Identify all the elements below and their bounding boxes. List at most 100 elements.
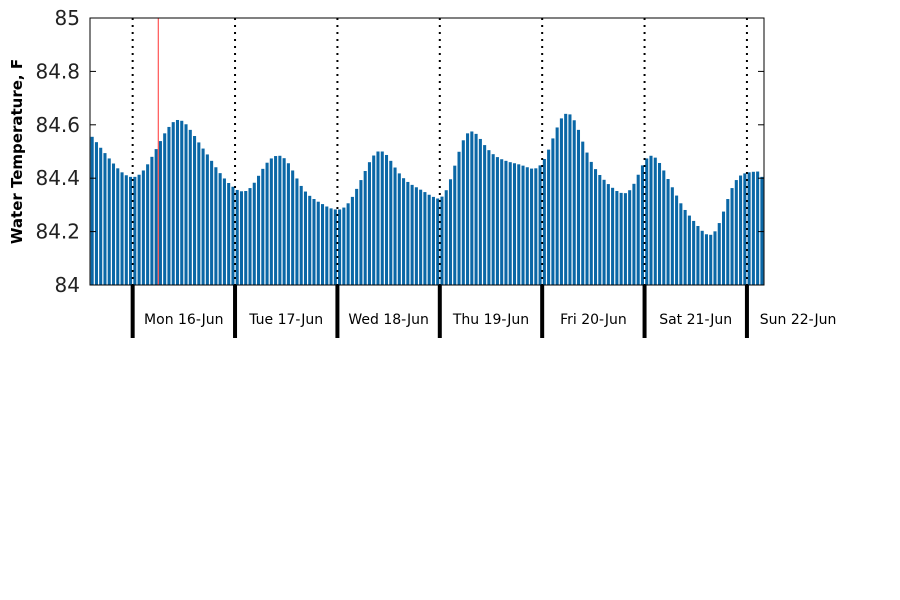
bar <box>521 165 525 285</box>
bar <box>517 164 521 285</box>
bar <box>649 155 653 285</box>
bar <box>559 118 563 285</box>
bar <box>628 190 632 285</box>
bar <box>197 142 201 285</box>
bar <box>269 158 273 285</box>
bar <box>359 180 363 285</box>
bar <box>99 147 103 285</box>
bar <box>423 192 427 285</box>
bar <box>747 172 751 285</box>
bar <box>615 191 619 285</box>
bar <box>606 184 610 285</box>
bar <box>478 138 482 285</box>
bar <box>512 163 517 285</box>
y-axis-label: Water Temperature, F <box>8 59 26 244</box>
day-label: Sat 21-Jun <box>659 312 732 328</box>
bar <box>576 129 581 285</box>
bar <box>474 133 478 285</box>
bar <box>257 175 261 285</box>
bar <box>342 207 346 285</box>
bar <box>338 209 342 285</box>
bar <box>320 204 325 285</box>
bar <box>414 187 418 285</box>
bar <box>751 171 755 285</box>
bar <box>440 196 444 285</box>
bar <box>717 223 721 285</box>
bar <box>308 195 312 285</box>
bar <box>760 176 764 285</box>
bar <box>687 215 691 285</box>
bar <box>380 151 384 285</box>
bar <box>483 145 487 285</box>
day-label: Fri 20-Jun <box>560 312 627 328</box>
bar <box>453 165 457 285</box>
bar <box>376 151 380 285</box>
bar <box>214 167 218 285</box>
bar <box>210 160 214 285</box>
bar <box>645 158 649 285</box>
bar <box>103 153 107 285</box>
bar <box>466 133 470 285</box>
bar <box>299 185 303 285</box>
bar <box>384 154 389 285</box>
bar <box>487 150 491 285</box>
bar <box>594 169 598 285</box>
bar <box>653 157 657 285</box>
bar <box>235 189 239 285</box>
bar <box>389 160 393 285</box>
bar <box>619 192 623 285</box>
bar <box>704 234 708 285</box>
bar <box>393 167 397 285</box>
bar <box>585 152 589 285</box>
bar <box>551 138 555 285</box>
bar <box>227 183 231 285</box>
bar <box>743 173 747 285</box>
bar <box>500 159 504 285</box>
plot-frame <box>89 17 765 286</box>
bar <box>163 133 167 285</box>
bar <box>657 162 662 285</box>
bar <box>470 131 474 285</box>
bar <box>231 186 235 285</box>
y-tick-label: 84.8 <box>35 59 80 83</box>
bar <box>679 203 683 285</box>
bar <box>372 155 376 285</box>
bar <box>248 188 252 285</box>
bar <box>133 176 137 285</box>
bar <box>670 187 674 285</box>
bar <box>683 209 687 285</box>
bar <box>568 114 572 285</box>
bar <box>538 165 542 285</box>
bar <box>530 168 534 285</box>
bar <box>94 142 98 285</box>
bar <box>611 187 615 285</box>
bar <box>116 168 120 285</box>
bar <box>598 175 602 285</box>
bar <box>346 203 350 285</box>
bar <box>261 168 265 285</box>
bar <box>167 126 171 285</box>
bar <box>350 196 354 285</box>
bar <box>730 188 734 285</box>
bar-series <box>90 113 764 286</box>
bar <box>504 160 508 285</box>
bar <box>201 148 205 285</box>
bar <box>542 158 546 285</box>
bar <box>692 220 696 285</box>
y-tick-label: 85 <box>55 6 80 30</box>
bar <box>150 156 154 285</box>
bar <box>640 165 644 285</box>
day-dotted-lines <box>131 18 748 285</box>
bar <box>402 178 406 285</box>
bar <box>427 194 431 285</box>
bar <box>107 158 111 285</box>
bar <box>222 178 226 285</box>
bar <box>154 149 158 285</box>
bar <box>137 174 141 285</box>
bar <box>367 162 371 285</box>
bar <box>175 119 180 286</box>
bar <box>329 208 333 285</box>
bar <box>457 151 461 285</box>
